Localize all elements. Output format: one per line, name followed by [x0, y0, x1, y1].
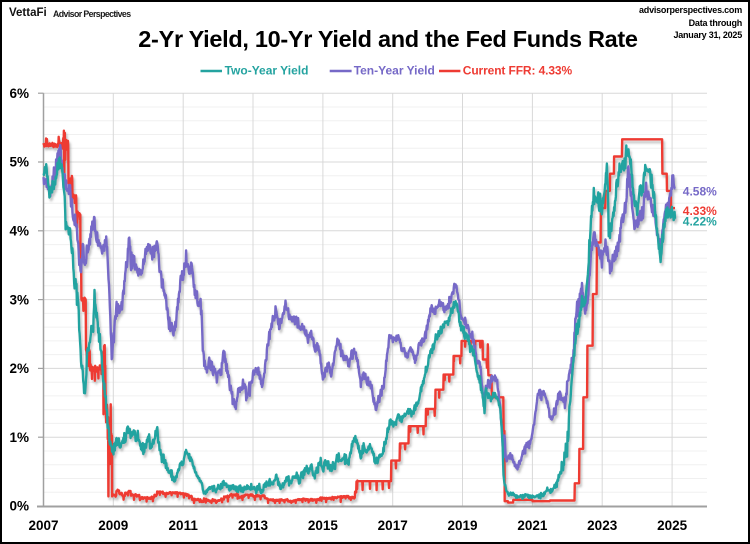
svg-text:Ten-Year Yield: Ten-Year Yield [354, 64, 435, 78]
svg-text:4.33%: 4.33% [683, 204, 717, 218]
svg-text:6%: 6% [9, 86, 29, 101]
svg-text:2015: 2015 [308, 518, 339, 533]
svg-text:4.22%: 4.22% [683, 214, 717, 228]
svg-text:2%: 2% [9, 361, 29, 376]
svg-text:2009: 2009 [98, 518, 128, 533]
svg-text:0%: 0% [9, 499, 29, 514]
svg-text:3%: 3% [9, 292, 29, 307]
svg-text:2025: 2025 [657, 518, 688, 533]
svg-text:2019: 2019 [447, 518, 477, 533]
svg-text:Two-Year Yield: Two-Year Yield [225, 64, 309, 78]
svg-text:4.58%: 4.58% [683, 185, 717, 199]
svg-text:1%: 1% [9, 430, 29, 445]
svg-text:4%: 4% [9, 224, 29, 239]
svg-text:Current FFR: 4.33%: Current FFR: 4.33% [463, 64, 573, 78]
svg-text:2007: 2007 [28, 518, 58, 533]
svg-text:2021: 2021 [517, 518, 548, 533]
svg-text:2011: 2011 [169, 518, 199, 533]
svg-text:5%: 5% [9, 155, 29, 170]
svg-text:2023: 2023 [587, 518, 618, 533]
svg-text:2013: 2013 [238, 518, 269, 533]
svg-text:2017: 2017 [378, 518, 408, 533]
